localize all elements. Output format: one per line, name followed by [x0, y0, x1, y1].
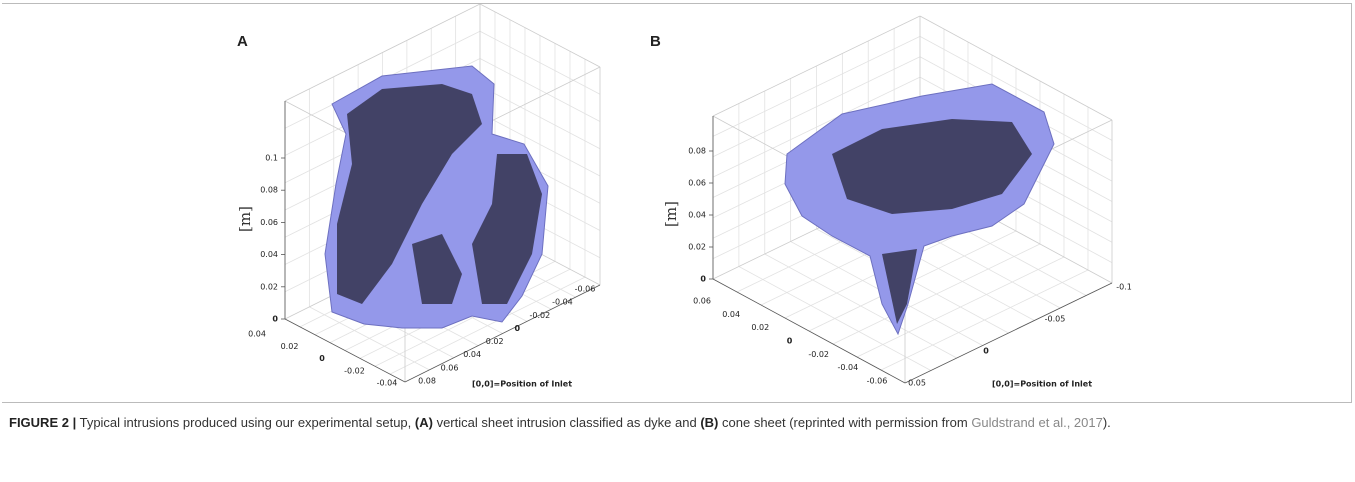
z-tick-label: 0.04: [688, 211, 706, 220]
y-tick-label: -0.1: [1116, 283, 1132, 292]
y-tick-label: -0.02: [530, 311, 551, 320]
panel-label: A: [237, 33, 248, 50]
reference-link[interactable]: Guldstrand et al., 2017: [971, 415, 1103, 430]
axis-line: [712, 76, 921, 178]
axis-line: [919, 36, 1113, 141]
caption-bold: (B): [700, 415, 719, 430]
caption-bold: (A): [414, 415, 433, 430]
y-tick-label: -0.04: [552, 298, 573, 307]
axis-line: [404, 284, 601, 383]
axis-line: [712, 15, 921, 117]
caption: FIGURE 2 | Typical intrusions produced u…: [9, 413, 1339, 433]
x-tick-label: 0.02: [751, 323, 769, 332]
axis-line: [479, 30, 601, 95]
axis-line: [389, 276, 586, 375]
axis-line: [479, 85, 601, 150]
y-tick-label: 0.05: [908, 379, 926, 388]
caption-text: cone sheet (reprinted with permission fr…: [722, 415, 968, 430]
y-tick-label: 0.04: [463, 350, 481, 359]
axis-line: [479, 58, 601, 122]
panel-label: B: [650, 33, 661, 50]
z-tick-label: 0.02: [260, 282, 278, 291]
intrusion-shadow: [832, 119, 1032, 214]
axis-line: [712, 278, 906, 384]
x-tick-label: 0: [787, 337, 793, 346]
axis-line: [374, 268, 571, 367]
annotation: [0,0]=Position of Inlet: [472, 380, 572, 389]
x-tick-label: -0.06: [867, 377, 888, 386]
axis-line: [479, 112, 601, 177]
x-tick-label: -0.02: [808, 350, 829, 359]
intrusion-shadow: [412, 234, 462, 304]
x-tick-label: -0.02: [344, 366, 365, 375]
intrusion-shadow: [337, 84, 482, 304]
z-tick-label: 0.06: [688, 179, 706, 188]
axis-line: [919, 15, 1113, 121]
axis-line: [284, 4, 481, 102]
x-tick-label: 0.06: [693, 297, 711, 306]
x-tick-label: -0.04: [377, 379, 398, 388]
intrusion-shadow: [472, 154, 542, 304]
x-tick-label: 0: [319, 354, 325, 363]
z-tick-label: 0.08: [688, 147, 706, 156]
figure-label: FIGURE 2 |: [9, 415, 77, 430]
y-tick-label: 0: [514, 324, 520, 333]
z-tick-label: 0.04: [260, 250, 278, 259]
figure: A[m]00.020.040.060.080.10.040.020-0.02-0…: [236, 4, 1132, 389]
intrusion-shadow: [882, 249, 917, 324]
axis-line: [712, 36, 921, 137]
axis-line: [904, 282, 1113, 384]
y-tick-label: -0.05: [1045, 315, 1066, 324]
y-tick-label: 0.06: [441, 363, 459, 372]
y-tick-label: 0.02: [486, 337, 504, 346]
z-tick-label: 0.08: [260, 186, 278, 195]
y-tick-label: 0: [983, 347, 989, 356]
z-axis-label: [m]: [236, 206, 254, 232]
axis-line: [712, 56, 921, 158]
x-tick-label: 0.04: [248, 330, 266, 339]
x-tick-label: -0.04: [837, 363, 858, 372]
x-tick-label: 0.04: [722, 310, 740, 319]
z-tick-label: 0.06: [260, 218, 278, 227]
figure-frame: A [m] 0 0.02 0.04 0.06 0.08 0.1 0.04 0.02 0 -0.02 -0…: [2, 3, 1352, 403]
axis-line: [284, 318, 406, 383]
caption-text: ).: [1102, 415, 1111, 430]
caption-text: Typical intrusions produced using our ex…: [79, 415, 412, 430]
axis-line: [880, 269, 1089, 371]
y-tick-label: -0.06: [575, 285, 596, 294]
z-axis-label: [m]: [662, 201, 680, 227]
caption-text: vertical sheet intrusion classified as d…: [436, 415, 697, 430]
axis-line: [479, 4, 601, 68]
axis-line: [832, 243, 1041, 345]
annotation: [0,0]=Position of Inlet: [992, 380, 1092, 389]
z-tick-label: 0.1: [265, 154, 278, 163]
y-tick-label: 0.08: [418, 377, 436, 386]
axis-line: [856, 256, 1065, 358]
z-tick-label: 0: [272, 315, 278, 324]
z-tick-label: 0.02: [688, 243, 706, 252]
z-tick-label: 0: [700, 275, 706, 284]
x-tick-label: 0.02: [281, 342, 299, 351]
